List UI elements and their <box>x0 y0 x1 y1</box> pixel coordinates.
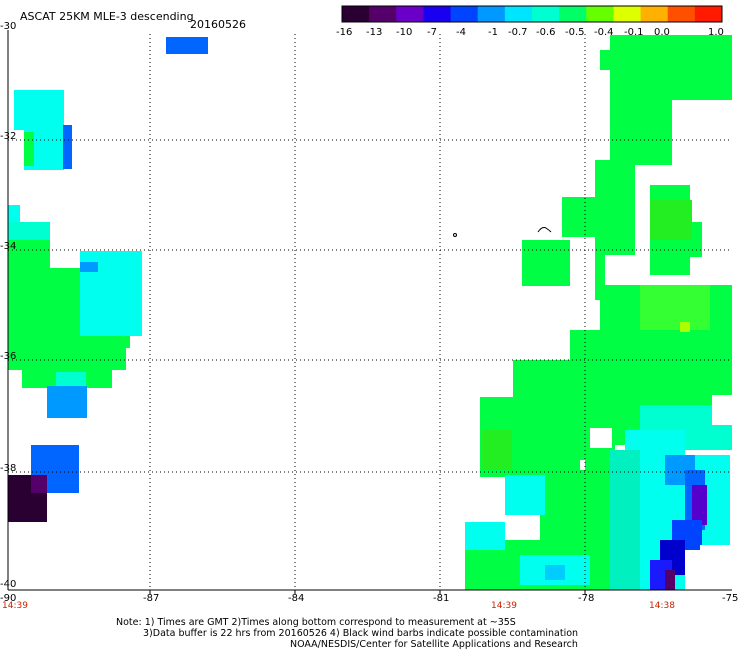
colorbar-segment <box>450 6 479 22</box>
wind-cell <box>14 90 64 130</box>
lat-lon-grid <box>8 34 732 590</box>
colorbar-label: -0.7 <box>508 27 528 38</box>
lon-label: -84 <box>288 593 305 604</box>
colorbar-segment <box>477 6 506 22</box>
colorbar-segment <box>423 6 452 22</box>
wind-cell <box>665 570 675 590</box>
colorbar-label: -0.1 <box>624 27 644 38</box>
wind-cell <box>522 240 570 286</box>
colorbar-segment <box>532 6 560 22</box>
lon-label: -90 <box>0 593 17 604</box>
lat-label: -36 <box>0 351 17 362</box>
wind-cell <box>166 37 208 54</box>
data-gap <box>712 395 732 425</box>
wind-cell <box>482 430 512 470</box>
colorbar-segment <box>396 6 424 22</box>
colorbar-segment <box>559 6 587 22</box>
colorbar-label: -16 <box>336 27 353 38</box>
note-line-3: NOAA/NESDIS/Center for Satellite Applica… <box>290 639 578 650</box>
wind-cell <box>680 322 690 332</box>
swath-cells <box>8 35 732 590</box>
colorbar-label: 1.0 <box>708 27 724 38</box>
lat-label: -34 <box>0 241 17 252</box>
time-label-left: 14:39 <box>2 601 28 611</box>
colorbar-label: -4 <box>456 27 466 38</box>
coastline-features <box>453 227 552 237</box>
island-outline <box>537 227 552 233</box>
colorbar-segment <box>369 6 397 22</box>
note-line-1: Note: 1) Times are GMT 2)Times along bot… <box>116 617 516 628</box>
wind-cell <box>545 565 565 580</box>
colorbar-segment <box>586 6 614 22</box>
time-label-middle: 14:39 <box>491 601 517 611</box>
colorbar-label: -0.4 <box>594 27 614 38</box>
lon-label: -81 <box>433 593 450 604</box>
colorbar-label: -13 <box>366 27 383 38</box>
wind-cell <box>692 485 707 525</box>
map-title: ASCAT 25KM MLE-3 descending <box>20 10 194 23</box>
wind-cell <box>650 200 692 240</box>
wind-cell <box>600 50 620 70</box>
colorbar-label: -7 <box>427 27 437 38</box>
colorbar-label: 0.0 <box>654 27 670 38</box>
island-dot <box>453 233 457 237</box>
lat-label: -32 <box>0 131 17 142</box>
wind-cell <box>690 222 702 257</box>
colorbar-segment <box>613 6 642 22</box>
lat-label: -38 <box>0 463 17 474</box>
frame <box>7 30 732 594</box>
time-label-right: 14:38 <box>649 601 675 611</box>
colorbar-segment <box>504 6 533 22</box>
colorbar-label: -0.6 <box>536 27 556 38</box>
data-gap <box>590 428 612 448</box>
map-date: 20160526 <box>190 18 246 31</box>
colorbar-label: -1 <box>488 27 498 38</box>
wind-cell <box>24 132 34 166</box>
wind-cell <box>562 197 612 237</box>
lon-label: -75 <box>722 593 739 604</box>
colorbar-segment <box>667 6 696 22</box>
wind-cell <box>505 475 545 515</box>
note-line-2: 3)Data buffer is 22 hrs from 20160526 4)… <box>143 628 579 639</box>
lat-label: -30 <box>0 21 17 32</box>
wind-cell <box>513 360 573 400</box>
wind-cell <box>47 386 87 418</box>
colorbar-segment <box>342 6 370 22</box>
colorbar-label: -0.5 <box>565 27 585 38</box>
wind-cell <box>610 450 640 590</box>
colorbar-label: -10 <box>396 27 413 38</box>
wind-cell <box>640 285 710 330</box>
colorbar-segment <box>694 6 723 22</box>
data-gap <box>700 140 732 180</box>
lat-label: -40 <box>0 579 17 590</box>
wind-cell <box>31 475 47 493</box>
wind-cell <box>465 522 505 550</box>
wind-cell <box>80 262 98 272</box>
colorbar-segment <box>640 6 669 22</box>
colorbar-border <box>341 5 723 23</box>
data-gap <box>605 255 635 285</box>
wind-cell <box>63 125 72 169</box>
lon-label: -78 <box>578 593 595 604</box>
lon-label: -87 <box>143 593 160 604</box>
data-gap <box>700 545 732 590</box>
